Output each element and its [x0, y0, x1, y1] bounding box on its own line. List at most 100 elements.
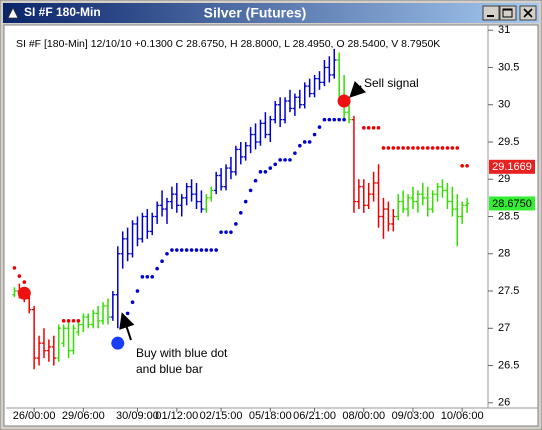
ohlc-bar [179, 194, 184, 217]
sar-dot [366, 126, 371, 130]
ohlc-bar [243, 141, 248, 161]
sar-dot [61, 319, 66, 323]
sar-dot [327, 117, 332, 122]
maximize-button[interactable] [499, 5, 517, 21]
ohlc-bar [86, 313, 91, 329]
ohlc-bar [400, 190, 406, 213]
sar-dot [229, 230, 233, 234]
app-icon [7, 7, 19, 19]
signal-dot [17, 286, 31, 300]
ohlc-bar [174, 182, 180, 213]
sar-dot [71, 319, 76, 323]
ohlc-bar [263, 112, 268, 139]
x-tick-label: 06/21:00 [293, 410, 336, 422]
ohlc-bar [125, 227, 130, 262]
sar-dot [22, 280, 27, 284]
ohlc-bar [332, 48, 337, 79]
ohlc-bar [115, 246, 120, 329]
ohlc-bar [209, 186, 214, 202]
ohlc-bar [36, 335, 42, 366]
sar-dot [278, 158, 282, 162]
ohlc-bar [204, 194, 209, 213]
sar-dot [302, 140, 307, 144]
x-tick-label: 05/18:00 [249, 410, 292, 422]
ohlc-bar [100, 302, 106, 325]
ohlc-bar [346, 104, 352, 124]
ohlc-bar [253, 123, 258, 150]
sar-dot [396, 146, 401, 150]
ohlc-bar [184, 182, 189, 206]
sar-dot [298, 143, 302, 148]
sar-dot [406, 146, 410, 150]
annotation: Buy with blue dot [136, 346, 228, 360]
price-marker-label: 28.6750 [492, 198, 532, 210]
ohlc-bar [459, 201, 465, 224]
sar-dot [12, 266, 17, 270]
close-button[interactable] [519, 5, 537, 21]
ohlc-bar [169, 186, 175, 210]
annotation: Sell signal [364, 76, 419, 90]
title-bar [3, 3, 539, 23]
chart-title: Silver (Futures) [204, 5, 307, 21]
ohlc-bar [445, 182, 450, 210]
sar-dot [204, 248, 209, 252]
y-tick-label: 29.5 [498, 136, 519, 148]
minimize-button[interactable] [482, 5, 500, 21]
ohlc-bar [322, 60, 327, 87]
annotation: and blue bar [136, 362, 203, 376]
price-marker-label: 29.1669 [492, 161, 532, 173]
chart-area [3, 24, 539, 427]
ohlc-bar [307, 78, 312, 98]
ohlc-bar [213, 171, 219, 195]
x-tick-label: 02/15:00 [200, 410, 243, 422]
ohlc-bar [248, 127, 253, 154]
ohlc-bar [317, 71, 322, 90]
ohlc-bar [386, 201, 391, 232]
sar-dot [209, 248, 214, 252]
ohlc-bar [297, 89, 303, 109]
sar-dot [184, 248, 189, 252]
ohlc-bar [105, 298, 111, 325]
ohlc-bar [223, 164, 229, 191]
x-tick-label: 10/06:00 [441, 410, 484, 422]
ohlc-bar [415, 190, 421, 213]
signal-dot [111, 336, 125, 350]
price-marker [489, 196, 535, 211]
ohlc-bar [366, 182, 371, 210]
ohlc-bar [150, 212, 155, 236]
ohlc-bar [268, 115, 273, 142]
ohlc-bar [391, 209, 396, 232]
sar-dot [381, 146, 386, 150]
ohlc-bar [228, 156, 234, 180]
ohlc-bar [455, 194, 460, 247]
header-info: SI #F [180-Min] 12/10/10 +0.1300 C 28.67… [16, 38, 440, 50]
ohlc-bar [405, 194, 411, 217]
y-tick-label: 30.5 [498, 61, 519, 73]
sar-dot [76, 319, 81, 323]
x-tick-label: 01/12:00 [155, 410, 198, 422]
sar-dot [219, 230, 223, 234]
sar-dot [411, 146, 415, 150]
sar-dot [170, 248, 174, 252]
ohlc-bar [361, 179, 366, 213]
ohlc-bar [464, 197, 470, 213]
ohlc-bar [282, 97, 288, 124]
sar-dot [238, 210, 243, 215]
sar-dot [199, 248, 204, 252]
sar-dot [445, 146, 450, 150]
x-tick-label: 29/06:00 [62, 410, 105, 422]
ohlc-bar [371, 171, 376, 202]
x-tick-label: 08/00:00 [342, 410, 385, 422]
y-tick-label: 26.5 [498, 359, 519, 371]
sar-dot [283, 158, 287, 162]
sar-dot [17, 274, 22, 278]
ohlc-bar [327, 56, 332, 83]
annotation-arrow [119, 312, 135, 341]
ohlc-bar [71, 324, 76, 355]
ohlc-bar [31, 305, 37, 370]
sar-dot [361, 126, 366, 130]
ohlc-bar [56, 324, 61, 362]
sar-dot [465, 164, 469, 168]
ohlc-bar [420, 182, 426, 206]
